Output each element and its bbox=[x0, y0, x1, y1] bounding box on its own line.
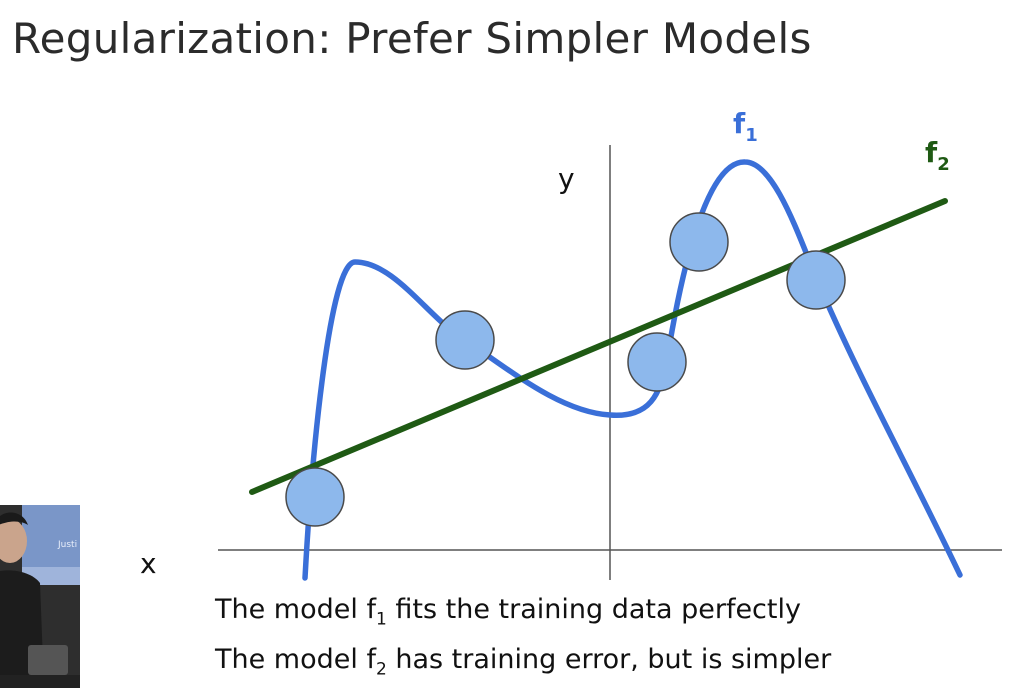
caption-f1-pre: The model f bbox=[215, 594, 376, 625]
label-f1-sub: 1 bbox=[745, 125, 758, 146]
data-points bbox=[285, 212, 846, 527]
label-f1-letter: f bbox=[733, 107, 746, 140]
caption-f2-pre: The model f bbox=[215, 644, 376, 675]
caption-f1-sub: 1 bbox=[375, 609, 387, 630]
data-point-1 bbox=[285, 467, 345, 527]
y-axis-label: y bbox=[558, 162, 575, 195]
caption-f1: The model f1 fits the training data perf… bbox=[215, 594, 801, 629]
caption-f1-post: fits the training data perfectly bbox=[386, 594, 801, 625]
caption-f2: The model f2 has training error, but is … bbox=[215, 644, 831, 679]
curve-f2 bbox=[249, 198, 948, 495]
webcam-sign-text: Justi bbox=[57, 540, 77, 550]
label-f2-letter: f bbox=[925, 136, 938, 169]
slide-title: Regularization: Prefer Simpler Models bbox=[12, 14, 812, 63]
regression-diagram: x y f1 f2 bbox=[140, 107, 1002, 581]
webcam-face bbox=[0, 519, 27, 563]
caption-f2-post: has training error, but is simpler bbox=[386, 644, 832, 675]
data-point-2 bbox=[435, 310, 495, 370]
label-f1: f1 bbox=[733, 107, 758, 146]
label-f2: f2 bbox=[925, 136, 950, 175]
data-point-3 bbox=[627, 332, 687, 392]
label-f2-sub: 2 bbox=[937, 154, 950, 175]
x-axis-label: x bbox=[140, 547, 157, 580]
data-point-4 bbox=[669, 212, 729, 272]
webcam-image: Justi bbox=[0, 505, 80, 688]
caption-f2-sub: 2 bbox=[375, 659, 387, 680]
data-point-5 bbox=[786, 250, 846, 310]
webcam-inset: Justi bbox=[0, 505, 80, 688]
